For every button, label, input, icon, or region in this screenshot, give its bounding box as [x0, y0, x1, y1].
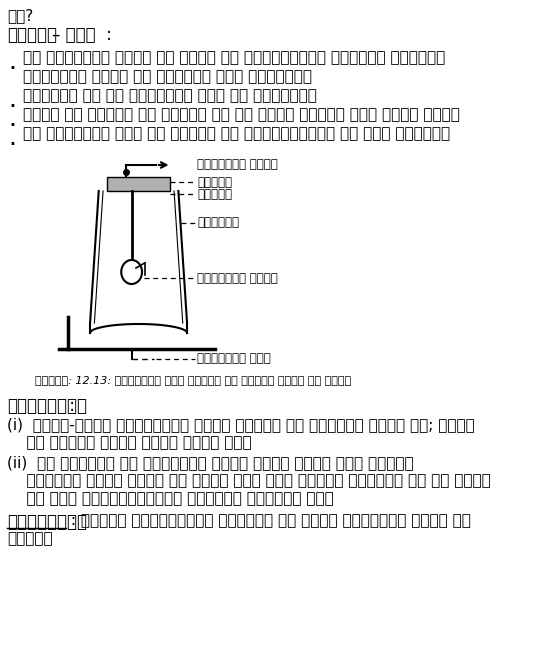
Text: है?: है?	[7, 8, 33, 23]
Circle shape	[121, 260, 142, 284]
Text: विद्युत घंटी: विद्युत घंटी	[197, 272, 278, 285]
Text: विद्युत धारा: विद्युत धारा	[197, 159, 278, 172]
Text: :: :	[64, 397, 75, 415]
Text: .: .	[9, 126, 17, 150]
Text: : ध्वनि द्रव्यमान माध्यम के बिना संचारित नहीं हो: : ध्वनि द्रव्यमान माध्यम के बिना संचारित…	[66, 513, 471, 528]
Text: – विध  :: – विध :	[52, 26, 112, 44]
Text: बेलजार को एक निर्वात पंप से जोड़िए।: बेलजार को एक निर्वात पंप से जोड़िए।	[23, 88, 316, 103]
Text: (i)  जैसे-जैसे अधिकाधिक वायु पात्र से निकाली जाती है; घंटी: (i) जैसे-जैसे अधिकाधिक वायु पात्र से निक…	[7, 417, 475, 432]
Text: .: .	[9, 107, 17, 131]
Text: चित्र: 12.13: निर्वात में ध्वनि का संचरण नहीं हो सकता: चित्र: 12.13: निर्वात में ध्वनि का संचरण…	[34, 375, 351, 385]
Text: बेलजार: बेलजार	[197, 217, 239, 229]
Text: .: .	[9, 50, 17, 74]
Text: की ध्वनि धीमी होती जाती है।: की ध्वनि धीमी होती जाती है।	[7, 435, 252, 450]
Text: विद्युत घंटी को बेलजार में लटकाइए।: विद्युत घंटी को बेलजार में लटकाइए।	[23, 69, 312, 84]
Text: सकती।: सकती।	[7, 531, 53, 546]
Text: अब निर्वात पंप को चलाइए और प्रेक्षणों को नोट कीजिए।: अब निर्वात पंप को चलाइए और प्रेक्षणों को…	[23, 126, 450, 141]
Bar	[107, 177, 170, 191]
Text: .: .	[9, 88, 17, 112]
Text: उत्तर: उत्तर	[7, 26, 57, 44]
Text: एक विद्युत घंटी और काँच का वायुरुद्ध बेलजार लीजिए।: एक विद्युत घंटी और काँच का वायुरुद्ध बेल…	[23, 50, 445, 65]
Text: प्रेक्षण: प्रेक्षण	[7, 397, 87, 415]
Text: घंटी के स्विच को दबाने पर आप उसकी ध्वनि सुन सकते हैं।: घंटी के स्विच को दबाने पर आप उसकी ध्वनि …	[23, 107, 459, 122]
Text: कार्क: कार्क	[197, 187, 232, 200]
Text: स्विच: स्विच	[197, 176, 232, 189]
Text: निष्कर्ष: निष्कर्ष	[7, 513, 87, 531]
Text: के लिए द्रव्यात्मक माध्यम आवश्यक है।: के लिए द्रव्यात्मक माध्यम आवश्यक है।	[7, 491, 334, 506]
Text: बिलकुल नहीं सुनी जा सकती है। अतः ध्वनि तरंगों को ले जाने: बिलकुल नहीं सुनी जा सकती है। अतः ध्वनि त…	[7, 473, 490, 488]
Text: निर्वात पंप: निर्वात पंप	[197, 353, 271, 366]
Text: (ii)  जब बेलजार से संपूर्ण वायु निकल जाती है। ध्वनि: (ii) जब बेलजार से संपूर्ण वायु निकल जाती…	[7, 455, 413, 470]
